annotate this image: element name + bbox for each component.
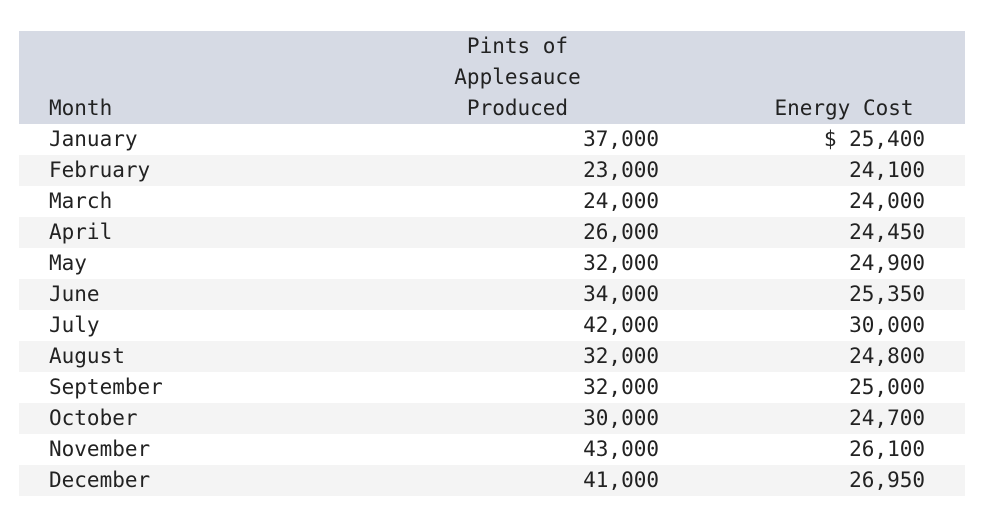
table-row: December 41,000 26,950 [19,465,965,496]
energy-cost-cell: 25,350 [663,279,965,310]
month-cell: March [49,189,113,213]
pints-cell: 30,000 [372,403,663,434]
pints-cell: 43,000 [583,437,659,461]
month-cell: May [49,251,87,275]
table-row: July 42,000 30,000 [19,310,965,341]
month-cell: April [19,217,372,248]
pints-cell: 26,000 [372,217,663,248]
table-row: May 32,000 24,900 [19,248,965,279]
table-header: Month Pints of Applesauce Produced Energ… [19,31,965,124]
month-cell: July [49,313,100,337]
month-cell: June [19,279,372,310]
pints-cell: 42,000 [583,313,659,337]
energy-cost-cell: 24,450 [663,217,965,248]
table-row: June 34,000 25,350 [19,279,965,310]
header-month: Month [19,31,372,124]
table-row: August 32,000 24,800 [19,341,965,372]
pints-cell: 32,000 [583,375,659,399]
pints-cell: 34,000 [372,279,663,310]
month-cell: December [19,465,372,496]
table-row: November 43,000 26,100 [19,434,965,465]
energy-cost-cell: 30,000 [849,313,925,337]
applesauce-energy-table: Month Pints of Applesauce Produced Energ… [19,31,965,496]
header-pints-produced: Pints of Applesauce Produced [372,31,663,124]
energy-cost-cell: 24,800 [663,341,965,372]
energy-cost-cell: 24,100 [663,155,965,186]
energy-cost-cell: 24,900 [849,251,925,275]
header-pints-line-2: Applesauce [454,65,581,89]
table-row: October 30,000 24,700 [19,403,965,434]
table-row: February 23,000 24,100 [19,155,965,186]
pints-cell: 24,000 [583,189,659,213]
table-row: March 24,000 24,000 [19,186,965,217]
header-energy-cost: Energy Cost [663,31,965,124]
pints-cell: 32,000 [583,251,659,275]
pints-cell: 41,000 [372,465,663,496]
energy-cost-cell: $ 25,400 [823,127,925,151]
pints-cell: 32,000 [372,341,663,372]
month-cell: January [49,127,138,151]
table-body: January 37,000 $ 25,400 February 23,000 … [19,124,965,496]
energy-cost-cell: 24,000 [849,189,925,213]
table-row: September 32,000 25,000 [19,372,965,403]
energy-cost-cell: 24,700 [663,403,965,434]
month-cell: August [19,341,372,372]
energy-cost-cell: 26,950 [663,465,965,496]
month-cell: November [49,437,151,461]
month-cell: October [19,403,372,434]
month-cell: February [19,155,372,186]
table-row: January 37,000 $ 25,400 [19,124,965,155]
applesauce-energy-table-container: Month Pints of Applesauce Produced Energ… [19,31,965,496]
header-pints-line-1: Pints of [466,34,569,58]
pints-cell: 23,000 [372,155,663,186]
energy-cost-cell: 26,100 [849,437,925,461]
header-row: Month Pints of Applesauce Produced Energ… [19,31,965,124]
energy-cost-cell: 25,000 [849,375,925,399]
pints-cell: 37,000 [583,127,659,151]
header-pints-line-3: Produced [466,96,569,120]
table-row: April 26,000 24,450 [19,217,965,248]
month-cell: September [49,375,163,399]
